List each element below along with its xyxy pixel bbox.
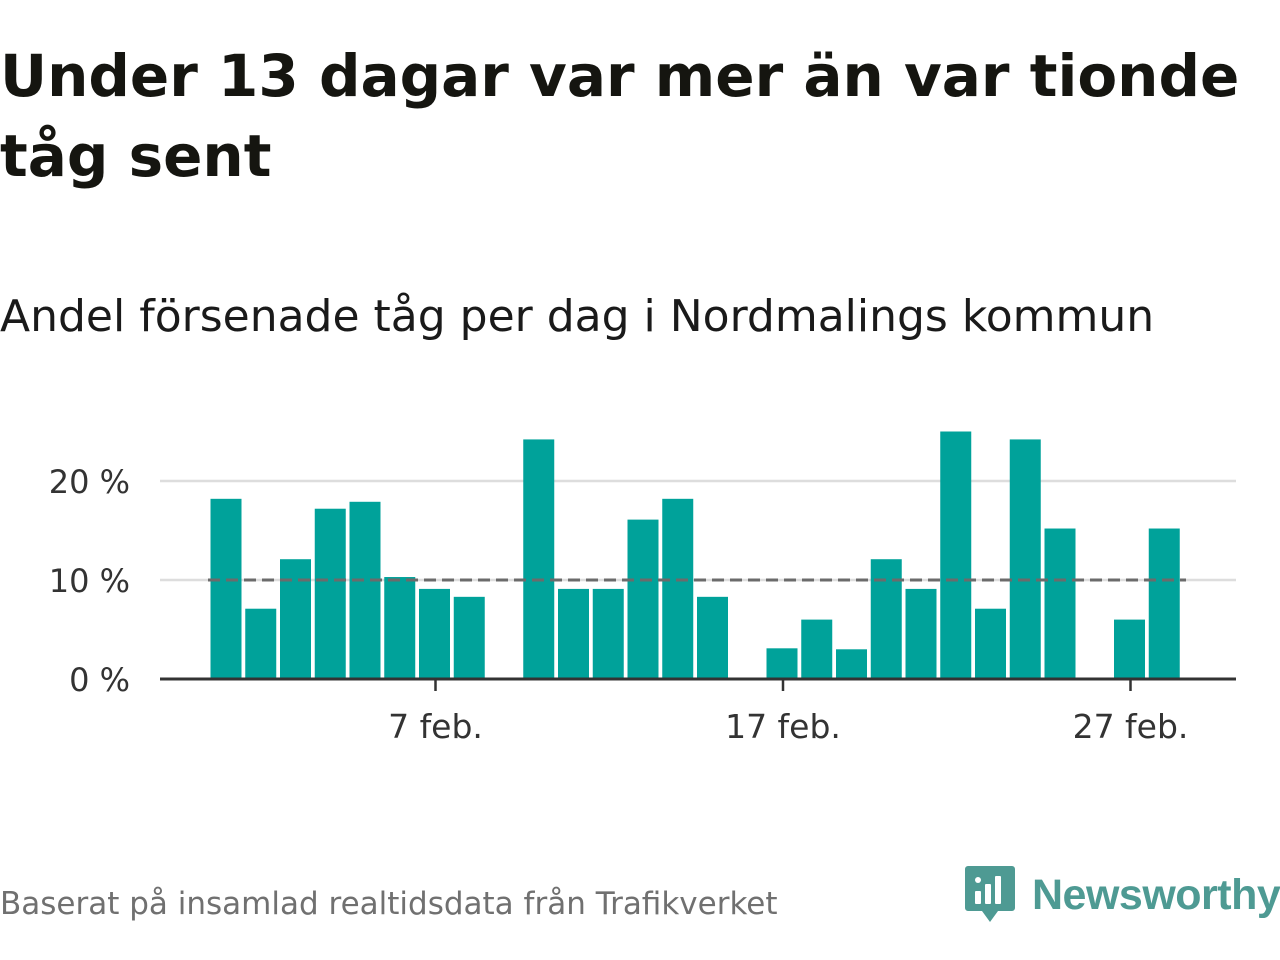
bar bbox=[1009, 439, 1041, 679]
bar bbox=[280, 559, 311, 679]
bar bbox=[314, 508, 346, 679]
bar-chart-speech-bubble-icon bbox=[965, 866, 1015, 922]
bar bbox=[940, 431, 972, 679]
bar bbox=[627, 519, 659, 679]
axes: 0 % 10 % 20 % 7 feb. 17 feb. 27 feb. bbox=[49, 463, 1236, 746]
chart-subtitle: Andel försenade tåg per dag i Nordmaling… bbox=[0, 291, 1155, 342]
chart-title: Under 13 dagar var mer än var tionde tåg… bbox=[0, 42, 1240, 190]
bar bbox=[697, 596, 728, 679]
bar bbox=[662, 498, 694, 679]
bar bbox=[245, 608, 277, 679]
bar bbox=[905, 588, 937, 679]
brand-logo: Newsworthy bbox=[964, 864, 1280, 926]
y-tick-label: 10 % bbox=[49, 562, 130, 600]
bar-chart: 0 % 10 % 20 % 7 feb. 17 feb. 27 feb. bbox=[49, 431, 1236, 746]
bar bbox=[1148, 528, 1180, 679]
bar bbox=[801, 619, 833, 679]
x-tick-label: 17 feb. bbox=[725, 707, 841, 746]
bar bbox=[592, 588, 624, 679]
y-tick-label: 0 % bbox=[69, 661, 130, 699]
bar bbox=[836, 649, 867, 679]
x-tick-label: 7 feb. bbox=[388, 707, 483, 746]
bar bbox=[210, 498, 242, 679]
bar bbox=[870, 559, 902, 679]
brand-name: Newsworthy bbox=[1032, 870, 1280, 919]
bar bbox=[1114, 619, 1145, 679]
bar bbox=[766, 648, 798, 679]
bars bbox=[210, 431, 1180, 679]
bar bbox=[419, 588, 450, 679]
bar bbox=[1044, 528, 1076, 679]
bar bbox=[453, 596, 485, 679]
bar bbox=[349, 501, 381, 679]
source-note: Baserat på insamlad realtidsdata från Tr… bbox=[0, 886, 778, 922]
x-tick-label: 27 feb. bbox=[1073, 707, 1189, 746]
bar bbox=[384, 577, 416, 679]
bar bbox=[975, 608, 1006, 679]
bar bbox=[558, 588, 589, 679]
y-tick-label: 20 % bbox=[49, 463, 130, 501]
bar bbox=[523, 439, 555, 679]
